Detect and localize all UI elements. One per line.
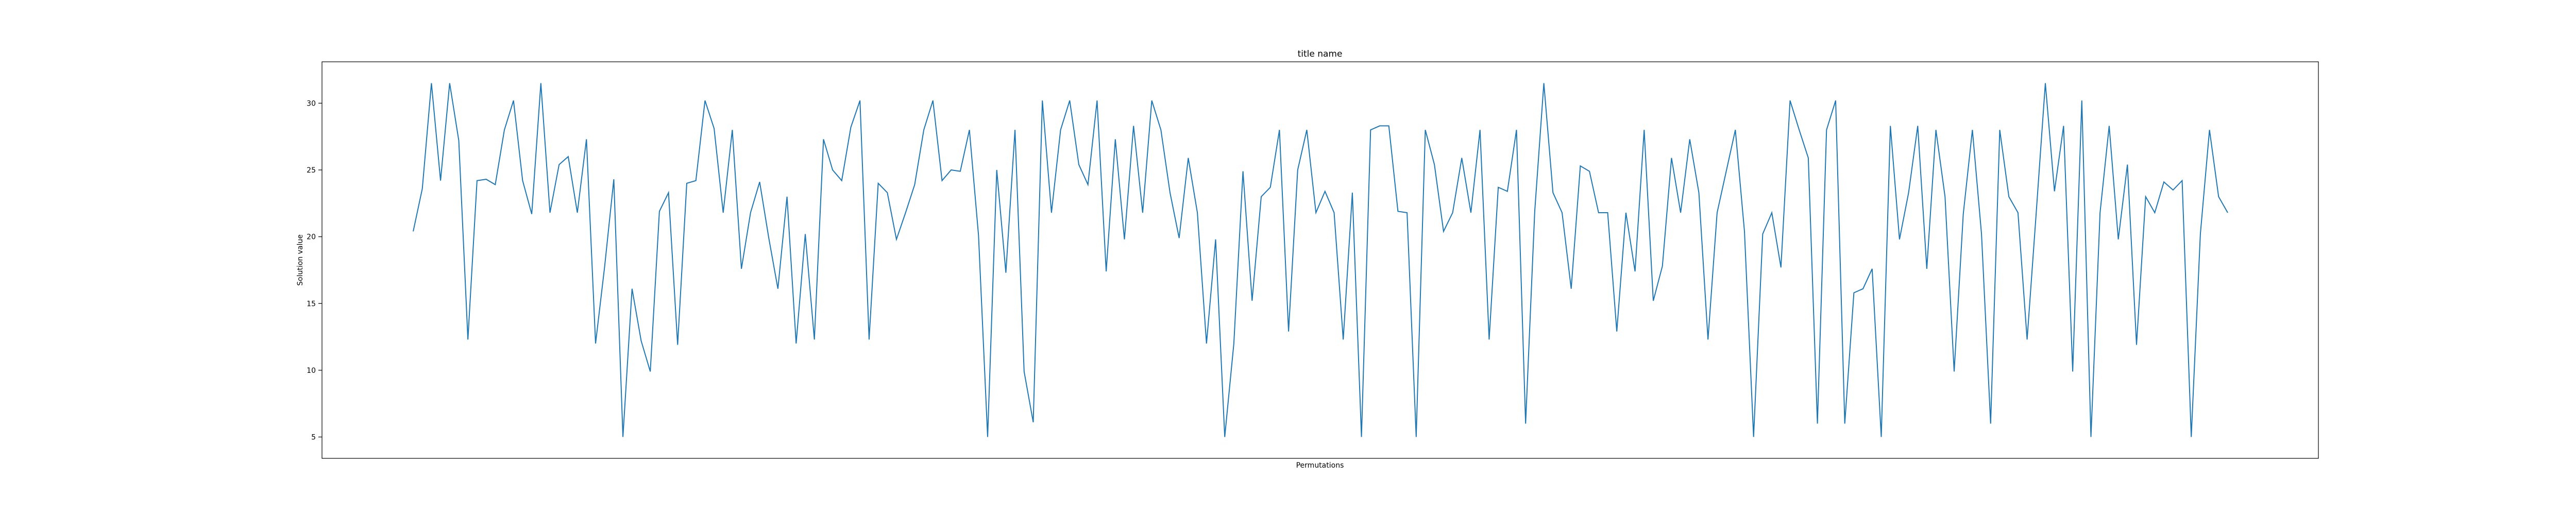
y-tick-label: 30: [307, 99, 316, 108]
y-axis: 5 10 15 20 25 30: [307, 99, 322, 442]
y-tick-label: 10: [307, 367, 316, 375]
plot-area: [321, 61, 2319, 459]
y-tick-label: 15: [307, 300, 316, 308]
y-tick-label: 20: [307, 233, 316, 242]
y-tick-label: 25: [307, 166, 316, 175]
y-axis-label: Solution value: [296, 234, 304, 286]
series-line: [413, 83, 2228, 437]
y-tick-label: 5: [311, 434, 316, 442]
chart-title: title name: [1298, 49, 1343, 59]
x-axis-label: Permutations: [1296, 461, 1344, 470]
